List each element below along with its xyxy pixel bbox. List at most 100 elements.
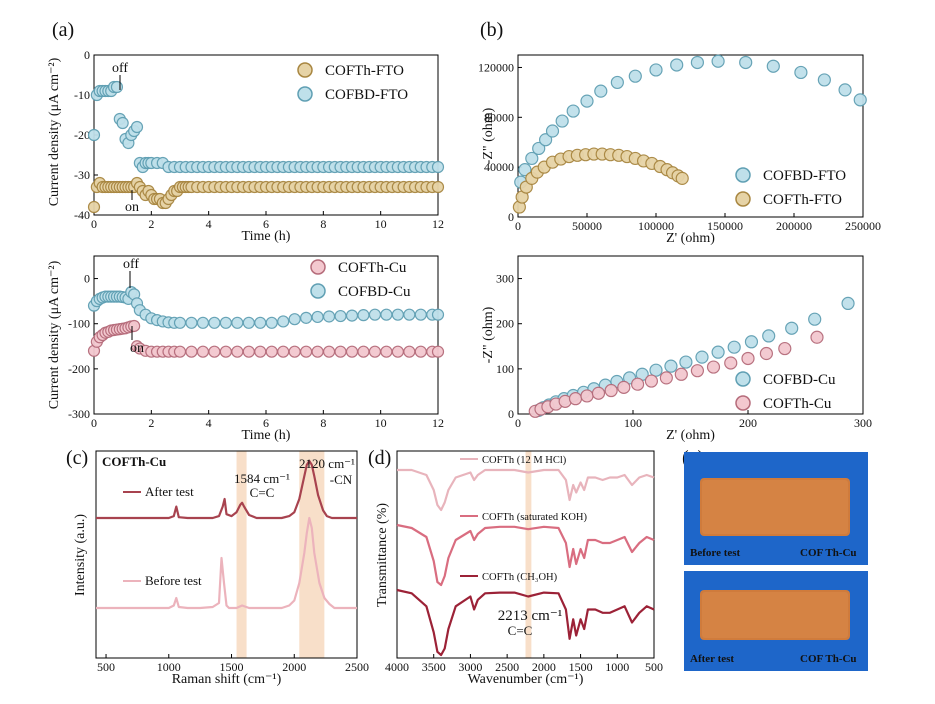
legend-label: COFTh-Cu	[338, 260, 407, 276]
x-tick-label: 12	[432, 217, 444, 231]
y-axis-label: Intensity (a.u.)	[73, 514, 88, 596]
data-point	[277, 315, 290, 328]
legend-marker	[310, 259, 326, 275]
data-point	[116, 116, 129, 130]
chart-b-bottom: 0 100 200 300 0 100 200 300 Z' (ohm) -Z" (ohm) COF…	[481, 255, 872, 443]
panel-label: (b)	[480, 19, 503, 41]
data-point	[817, 73, 831, 87]
highlight-band	[236, 451, 247, 658]
data-point	[841, 296, 855, 310]
data-point	[695, 350, 709, 364]
y-tick-label: 120000	[478, 60, 514, 74]
y-tick-label: -20	[74, 128, 90, 142]
data-point	[254, 316, 267, 329]
photo-after-left-label: After test	[690, 653, 734, 665]
data-point	[311, 345, 324, 358]
data-point	[766, 59, 780, 73]
x-tick-label: 0	[91, 416, 97, 430]
y-axis-label: Current density (μA cm⁻²)	[47, 57, 62, 206]
x-tick-label: 1000	[605, 660, 629, 674]
y-tick-label: -30	[74, 168, 90, 182]
data-point	[130, 120, 144, 134]
data-point	[739, 55, 753, 70]
data-point	[617, 380, 631, 394]
x-tick-label: 10	[375, 217, 387, 231]
data-point	[219, 345, 232, 358]
x-tick-label: 200	[739, 416, 757, 430]
data-point	[808, 312, 822, 326]
data-point	[322, 345, 336, 358]
data-point	[659, 371, 673, 385]
legend-label: COFBD-Cu	[763, 372, 836, 388]
chart-a-top: 0 2 4 6 8 10 12 0 -10 -20 -30 -40 (a) Time (h) Current…	[47, 19, 445, 244]
annotation-text: C=C	[250, 485, 275, 500]
annotation-text: off	[112, 61, 128, 76]
data-point	[545, 124, 560, 138]
data-point	[594, 84, 608, 98]
data-point	[173, 316, 187, 329]
x-tick-label: 50000	[572, 219, 602, 233]
sample-before-texture	[702, 480, 848, 534]
x-axis-label: Raman shift (cm⁻¹)	[172, 672, 282, 687]
legend-label: COFTh-FTO	[325, 63, 404, 79]
photo-before: Before test COF Th-Cu	[684, 452, 868, 565]
data-point	[744, 335, 759, 349]
annotation-text: 2120 cm⁻¹	[299, 456, 355, 471]
data-point	[431, 160, 445, 174]
series-line	[396, 523, 655, 587]
y-tick-label: -40	[74, 208, 90, 222]
y-tick-label: -200	[68, 362, 90, 376]
x-tick-label: 2	[148, 416, 154, 430]
data-point	[591, 386, 606, 400]
y-tick-label: 0	[508, 407, 514, 421]
data-point	[231, 316, 244, 329]
data-point	[334, 345, 347, 358]
data-point	[518, 163, 532, 177]
x-tick-label: 2000	[532, 660, 556, 674]
data-point	[604, 383, 618, 398]
x-tick-label: 0	[91, 217, 97, 231]
panel-label: (a)	[52, 19, 74, 41]
x-tick-label: 150000	[707, 219, 743, 233]
annotation-text: C=C	[508, 623, 533, 638]
data-point	[265, 316, 278, 329]
data-point	[690, 364, 705, 378]
legend-label: COFTh-FTO	[763, 192, 842, 208]
photo-before-right-label: COF Th-Cu	[800, 547, 857, 559]
photo-before-left-label: Before test	[690, 547, 741, 559]
y-tick-label: -100	[68, 317, 90, 331]
series-label: COFTh (saturated KOH)	[482, 512, 587, 523]
photo-after: After test COF Th-Cu	[684, 571, 868, 671]
data-point	[208, 345, 221, 358]
data-point	[568, 392, 583, 406]
chart-a-bottom: 0 2 4 6 8 10 12 0 -100 -200 -300 Time (h) Current de…	[47, 255, 445, 443]
x-tick-label: 300	[854, 416, 872, 430]
legend-label: COFBD-FTO	[325, 87, 408, 103]
data-point	[762, 329, 776, 343]
data-point	[403, 308, 416, 321]
data-point	[208, 316, 221, 329]
data-point	[391, 308, 404, 321]
chart-d: 4000 3500 3000 2500 2000 1500 1000 500 (d) Wavenu…	[368, 447, 663, 687]
chart-c: 500 1000 1500 2000 2500 (c) Raman shift (cm⁻¹)…	[66, 447, 369, 687]
data-point	[630, 377, 645, 391]
data-point	[196, 316, 210, 329]
data-point	[414, 308, 427, 321]
x-tick-label: 4	[206, 416, 212, 430]
data-point	[254, 345, 267, 358]
data-point	[525, 151, 539, 166]
data-point	[644, 374, 659, 388]
data-point	[185, 345, 198, 358]
data-point	[675, 171, 689, 185]
data-point	[810, 330, 824, 344]
sample-after-texture	[702, 592, 848, 638]
data-point	[778, 341, 792, 356]
data-point	[231, 345, 244, 358]
plot-frame	[517, 54, 864, 218]
data-point	[532, 141, 546, 156]
x-tick-label: 0	[515, 416, 521, 430]
data-point	[277, 345, 290, 358]
y-tick-label: 0	[84, 48, 90, 62]
y-tick-label: 0	[508, 210, 514, 224]
data-point	[741, 351, 755, 366]
